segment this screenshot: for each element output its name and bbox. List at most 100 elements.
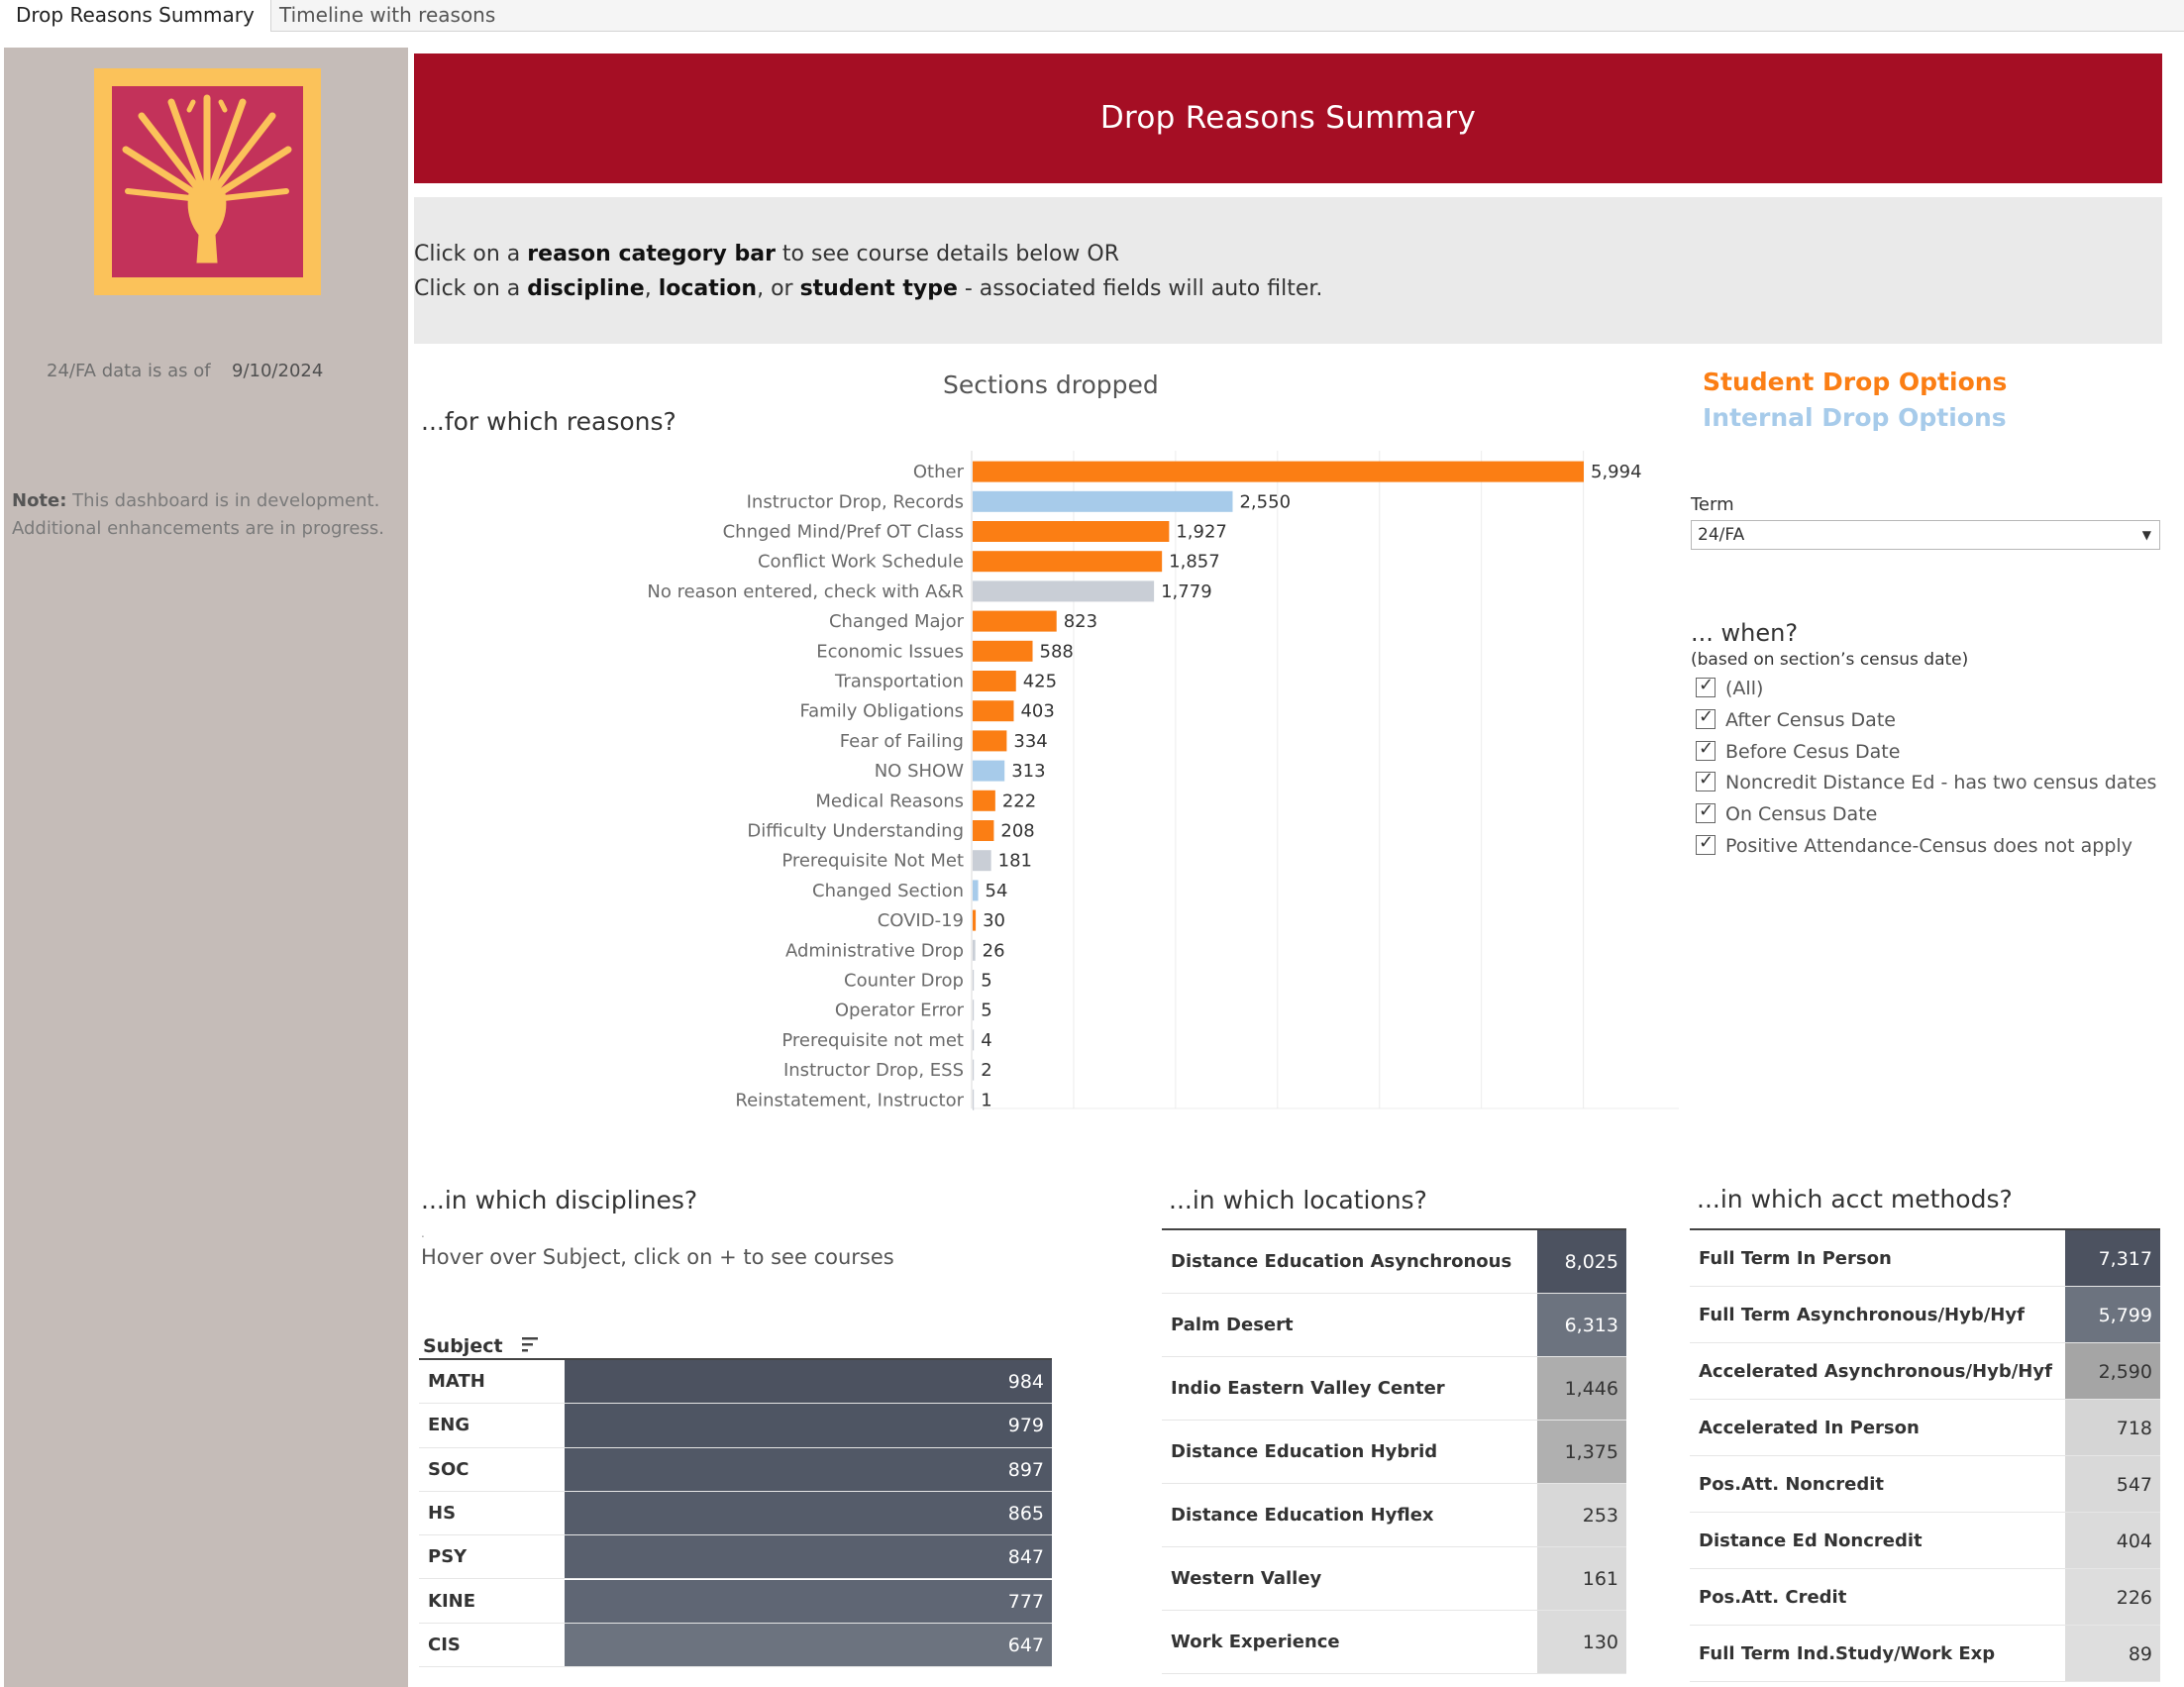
value-cell[interactable]: 647 bbox=[565, 1623, 1052, 1667]
reason-bar[interactable] bbox=[973, 671, 1016, 691]
reason-category-label[interactable]: Changed Section bbox=[812, 881, 964, 901]
acct-method-name[interactable]: Full Term Ind.Study/Work Exp bbox=[1699, 1642, 1996, 1664]
reason-category-label[interactable]: Transportation bbox=[834, 672, 964, 692]
value-cell[interactable]: 897 bbox=[565, 1447, 1052, 1491]
subject-row[interactable]: SOC 897 bbox=[419, 1447, 1052, 1492]
reason-bar[interactable] bbox=[973, 909, 977, 931]
location-name[interactable]: Work Experience bbox=[1171, 1632, 1340, 1652]
reason-bar[interactable] bbox=[973, 1000, 975, 1021]
drop-reasons-bar-chart[interactable]: Other 5,994 Instructor Drop, Records 2,550 C… bbox=[594, 451, 1684, 1114]
subject-name[interactable]: PSY bbox=[428, 1546, 468, 1568]
census-option-positive-attendance[interactable]: Positive Attendance-Census does not appl… bbox=[1696, 832, 2132, 863]
checkbox-checked-icon[interactable] bbox=[1696, 800, 1716, 823]
subject-row[interactable]: KINE 777 bbox=[419, 1579, 1052, 1624]
value-cell[interactable]: 5,799 bbox=[2065, 1287, 2160, 1342]
reason-bar[interactable] bbox=[973, 939, 976, 961]
value-cell[interactable]: 547 bbox=[2065, 1456, 2160, 1512]
acct-method-name[interactable]: Accelerated In Person bbox=[1699, 1417, 1920, 1438]
acct-method-name[interactable]: Full Term In Person bbox=[1699, 1247, 1892, 1269]
reason-category-label[interactable]: Conflict Work Schedule bbox=[758, 552, 964, 573]
subject-row[interactable]: CIS 647 bbox=[419, 1623, 1052, 1668]
reason-bar[interactable] bbox=[973, 490, 1233, 512]
reason-category-label[interactable]: Fear of Failing bbox=[840, 731, 964, 752]
acct-method-row[interactable]: Pos.Att. Noncredit 547 bbox=[1690, 1456, 2160, 1513]
subject-name[interactable]: HS bbox=[428, 1503, 457, 1525]
tab-timeline-with-reasons[interactable]: Timeline with reasons bbox=[279, 3, 496, 27]
location-row[interactable]: Distance Education Hyflex 253 bbox=[1162, 1484, 1626, 1547]
location-row[interactable]: Palm Desert 6,313 bbox=[1162, 1294, 1626, 1357]
checkbox-checked-icon[interactable] bbox=[1696, 706, 1716, 729]
reason-bar[interactable] bbox=[973, 1089, 975, 1110]
location-name[interactable]: Distance Education Hybrid bbox=[1171, 1441, 1438, 1462]
acct-method-name[interactable]: Pos.Att. Noncredit bbox=[1699, 1473, 1885, 1495]
acct-method-name[interactable]: Accelerated Asynchronous/Hyb/Hyf bbox=[1699, 1360, 2052, 1382]
sort-icon[interactable] bbox=[522, 1335, 542, 1353]
location-row[interactable]: Distance Education Hybrid 1,375 bbox=[1162, 1421, 1626, 1484]
reason-bar[interactable] bbox=[973, 850, 991, 872]
reason-bar[interactable] bbox=[973, 580, 1155, 602]
census-option-before[interactable]: Before Cesus Date bbox=[1696, 738, 1900, 769]
reason-category-label[interactable]: Difficulty Understanding bbox=[747, 821, 964, 842]
value-cell[interactable]: 865 bbox=[565, 1491, 1052, 1535]
reason-bar[interactable] bbox=[973, 461, 1584, 482]
subject-column-header[interactable]: Subject bbox=[423, 1335, 503, 1357]
reason-category-label[interactable]: Counter Drop bbox=[844, 971, 964, 992]
reason-category-label[interactable]: Prerequisite Not Met bbox=[781, 851, 964, 872]
census-option-after[interactable]: After Census Date bbox=[1696, 706, 1896, 737]
value-cell[interactable]: 1,446 bbox=[1537, 1357, 1626, 1420]
reason-category-label[interactable]: Medical Reasons bbox=[815, 791, 964, 811]
reason-category-label[interactable]: Instructor Drop, ESS bbox=[783, 1060, 964, 1081]
reason-bar[interactable] bbox=[973, 1029, 975, 1051]
value-cell[interactable]: 226 bbox=[2065, 1569, 2160, 1625]
value-cell[interactable]: 718 bbox=[2065, 1400, 2160, 1455]
subject-name[interactable]: MATH bbox=[428, 1371, 485, 1393]
reason-bar[interactable] bbox=[973, 760, 1005, 782]
location-name[interactable]: Distance Education Hyflex bbox=[1171, 1505, 1434, 1526]
checkbox-checked-icon[interactable] bbox=[1696, 738, 1716, 761]
location-row[interactable]: Distance Education Asynchronous 8,025 bbox=[1162, 1230, 1626, 1294]
reason-bar[interactable] bbox=[973, 880, 979, 901]
acct-method-row[interactable]: Full Term In Person 7,317 bbox=[1690, 1230, 2160, 1287]
term-dropdown[interactable]: 24/FA ▼ bbox=[1691, 520, 2160, 550]
reason-bar[interactable] bbox=[973, 700, 1014, 722]
checkbox-checked-icon[interactable] bbox=[1696, 675, 1716, 697]
reason-bar[interactable] bbox=[973, 640, 1033, 662]
reason-category-label[interactable]: Economic Issues bbox=[816, 641, 964, 662]
acct-method-row[interactable]: Accelerated In Person 718 bbox=[1690, 1400, 2160, 1456]
acct-method-row[interactable]: Distance Ed Noncredit 404 bbox=[1690, 1513, 2160, 1569]
legend-internal-drop-options[interactable]: Internal Drop Options bbox=[1703, 403, 2007, 432]
reason-category-label[interactable]: Chnged Mind/Pref OT Class bbox=[723, 522, 964, 543]
location-name[interactable]: Palm Desert bbox=[1171, 1315, 1294, 1335]
census-option-noncredit-de[interactable]: Noncredit Distance Ed - has two census d… bbox=[1696, 769, 2156, 799]
value-cell[interactable]: 404 bbox=[2065, 1513, 2160, 1568]
checkbox-checked-icon[interactable] bbox=[1696, 769, 1716, 791]
acct-method-name[interactable]: Distance Ed Noncredit bbox=[1699, 1529, 1923, 1551]
reason-category-label[interactable]: Family Obligations bbox=[799, 701, 964, 722]
location-name[interactable]: Distance Education Asynchronous bbox=[1171, 1251, 1512, 1272]
reason-category-label[interactable]: Administrative Drop bbox=[785, 940, 964, 961]
location-name[interactable]: Indio Eastern Valley Center bbox=[1171, 1378, 1445, 1399]
reason-bar[interactable] bbox=[973, 790, 995, 811]
acct-method-name[interactable]: Full Term Asynchronous/Hyb/Hyf bbox=[1699, 1304, 2025, 1325]
reason-category-label[interactable]: Reinstatement, Instructor bbox=[735, 1090, 964, 1110]
reason-bar[interactable] bbox=[973, 1059, 975, 1081]
reason-bar[interactable] bbox=[973, 610, 1057, 632]
chevron-down-icon[interactable]: ▼ bbox=[2141, 528, 2151, 542]
location-row[interactable]: Work Experience 130 bbox=[1162, 1611, 1626, 1674]
value-cell[interactable]: 847 bbox=[565, 1535, 1052, 1579]
subject-row[interactable]: ENG 979 bbox=[419, 1404, 1052, 1448]
value-cell[interactable]: 130 bbox=[1537, 1611, 1626, 1673]
reason-bar[interactable] bbox=[973, 521, 1170, 542]
value-cell[interactable]: 1,375 bbox=[1537, 1421, 1626, 1483]
location-name[interactable]: Western Valley bbox=[1171, 1568, 1322, 1589]
value-cell[interactable]: 89 bbox=[2065, 1626, 2160, 1681]
acct-method-name[interactable]: Pos.Att. Credit bbox=[1699, 1586, 1847, 1608]
reason-category-label[interactable]: No reason entered, check with A&R bbox=[647, 581, 964, 602]
value-cell[interactable]: 6,313 bbox=[1537, 1294, 1626, 1356]
subject-name[interactable]: CIS bbox=[428, 1634, 461, 1655]
census-option-all[interactable]: (All) bbox=[1696, 675, 1763, 705]
acct-method-row[interactable]: Pos.Att. Credit 226 bbox=[1690, 1569, 2160, 1626]
checkbox-checked-icon[interactable] bbox=[1696, 832, 1716, 855]
reason-category-label[interactable]: NO SHOW bbox=[875, 761, 964, 782]
subject-row[interactable]: PSY 847 bbox=[419, 1535, 1052, 1580]
